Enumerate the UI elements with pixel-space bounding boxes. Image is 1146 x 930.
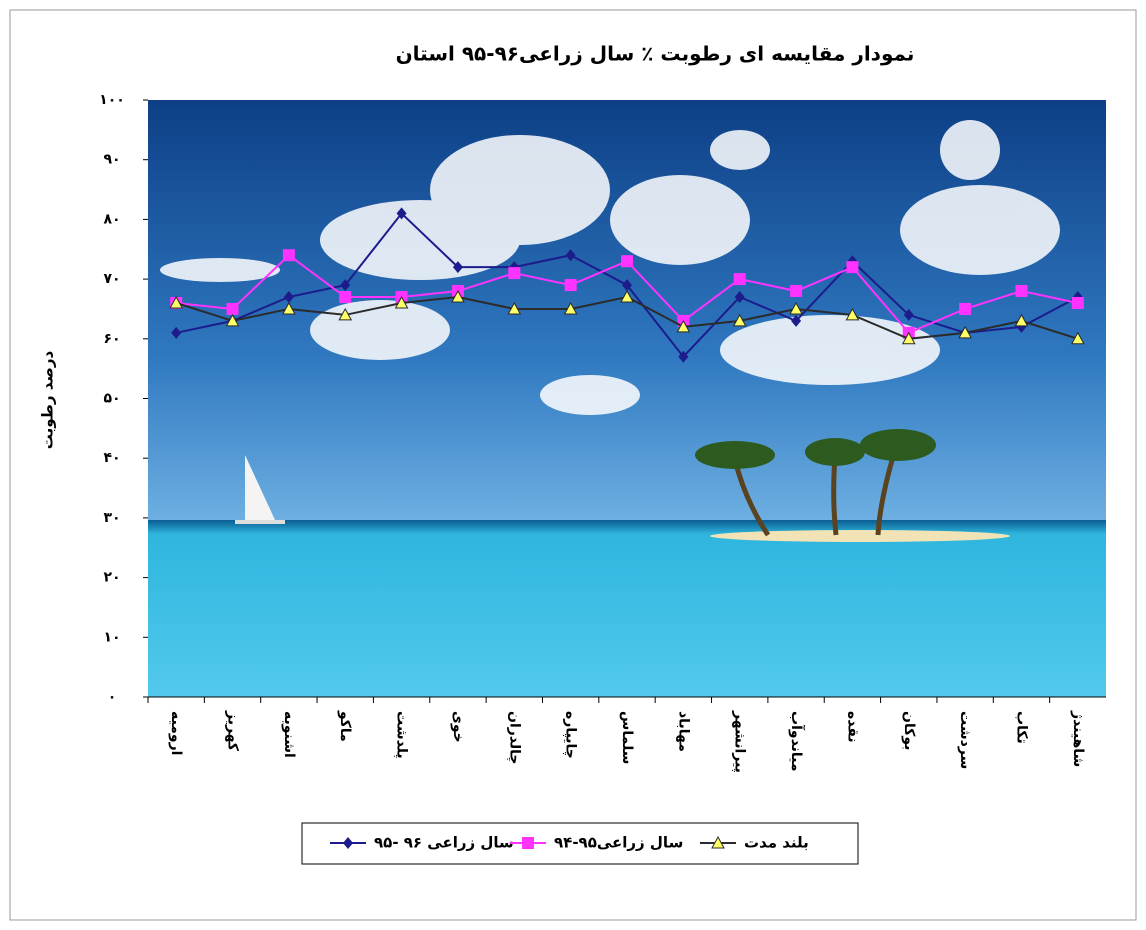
x-tick-label: مهاباد <box>675 711 691 752</box>
x-tick-label: تکاب <box>1013 711 1029 744</box>
x-tick-label: ارومیه <box>168 711 184 755</box>
legend-marker <box>343 837 353 849</box>
y-tick-label: ۲۰ <box>103 570 120 586</box>
x-tick-label: خوی <box>450 711 466 743</box>
x-tick-label: بوکان <box>901 711 917 750</box>
data-point <box>620 289 634 303</box>
data-point <box>676 319 691 333</box>
legend-marker <box>522 837 534 849</box>
data-point <box>621 255 633 268</box>
x-tick-label: ماکو <box>337 710 353 742</box>
legend-label: سال زراعی۹۵-۹۴ <box>554 834 683 852</box>
legend-label: سال زراعی ۹۶ -۹۵ <box>374 834 514 852</box>
y-tick-label: ۵۰ <box>103 391 120 407</box>
data-point <box>1014 313 1029 327</box>
legend-marker <box>711 835 725 849</box>
x-tick-label: کهریز <box>225 710 241 752</box>
data-point <box>452 261 463 274</box>
data-point <box>507 301 522 315</box>
data-point <box>733 273 746 286</box>
data-point <box>678 350 689 363</box>
data-point <box>791 314 802 327</box>
data-point <box>339 291 352 304</box>
data-point <box>1015 285 1028 298</box>
y-tick-label: ۱۰ <box>103 629 120 645</box>
data-point <box>338 307 353 321</box>
y-tick-label: ۳۰ <box>103 510 120 526</box>
x-tick-label: سردشت <box>957 711 973 769</box>
data-point <box>845 307 860 321</box>
y-tick-label: ۰ <box>108 689 117 705</box>
x-tick-label: پلدشت <box>394 711 410 759</box>
x-tick-label: چالدران <box>506 711 522 765</box>
x-tick-label: پیرانشهر <box>732 710 748 773</box>
x-tick-label: سلماس <box>619 711 635 764</box>
data-point <box>394 295 409 309</box>
data-point <box>1071 296 1084 309</box>
x-tick-label: چایپاره <box>563 711 579 759</box>
data-point <box>171 326 182 339</box>
y-tick-label: ۱۰۰ <box>99 92 125 108</box>
data-point <box>1070 331 1085 345</box>
x-tick-label: میاندوآب <box>788 711 806 772</box>
data-point <box>903 308 914 321</box>
x-tick-label: نقده <box>844 711 860 743</box>
data-point <box>283 291 294 304</box>
data-point <box>282 249 295 262</box>
legend <box>301 822 859 865</box>
data-point <box>734 291 745 304</box>
data-point <box>790 285 803 298</box>
data-point <box>901 331 916 345</box>
plot-background <box>148 100 1106 697</box>
y-tick-label: ۸۰ <box>103 211 120 227</box>
data-point <box>564 279 577 292</box>
x-tick-label: اشنویه <box>281 711 297 758</box>
data-point <box>959 302 972 315</box>
data-point <box>732 313 747 327</box>
data-point <box>789 301 803 315</box>
data-point <box>396 207 407 220</box>
data-point <box>563 301 578 315</box>
chart-title: نمودار مقایسه ای رطوبت ٪ سال زراعی۹۶-۹۵ … <box>396 42 915 66</box>
data-point <box>225 313 240 327</box>
data-point <box>508 267 521 280</box>
x-tick-label: شاهیندژ <box>1070 710 1086 767</box>
data-point <box>846 261 859 274</box>
y-tick-label: ۹۰ <box>103 152 120 168</box>
y-tick-label: ۶۰ <box>103 331 120 347</box>
data-point <box>340 279 351 292</box>
y-axis-label: درصد رطوبت <box>39 351 57 450</box>
data-point <box>565 249 576 262</box>
data-point <box>451 289 465 303</box>
data-point <box>282 301 296 315</box>
y-tick-label: ۴۰ <box>103 450 120 466</box>
data-point <box>958 325 972 339</box>
data-point <box>226 302 239 315</box>
data-point <box>622 279 632 292</box>
data-point <box>169 295 184 309</box>
y-tick-label: ۷۰ <box>103 271 120 287</box>
legend-label: بلند مدت <box>744 834 809 852</box>
